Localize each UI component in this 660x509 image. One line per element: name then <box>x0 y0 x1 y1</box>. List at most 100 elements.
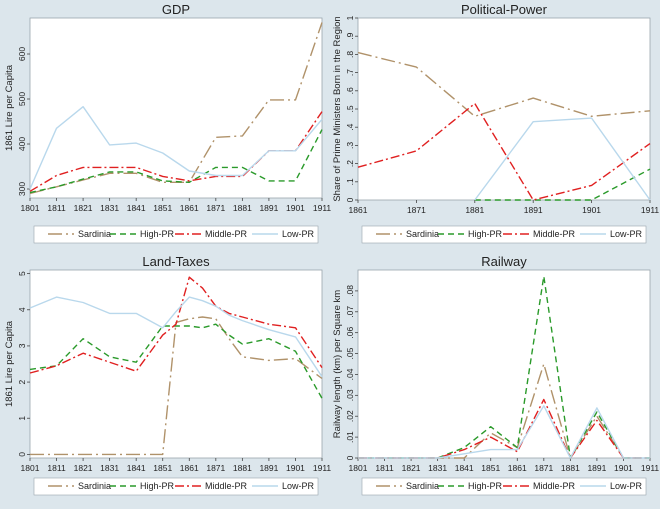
y-tick-label: 4 <box>17 307 27 312</box>
y-tick-label: .4 <box>345 123 355 130</box>
legend-label: Sardinia <box>406 229 439 239</box>
x-tick-label: 1841 <box>455 463 474 473</box>
legend-label: Sardinia <box>78 229 111 239</box>
legend-label: Low-PR <box>282 229 315 239</box>
chart-title: GDP <box>162 2 190 17</box>
y-tick-label: .01 <box>345 431 355 443</box>
legend-label: Middle-PR <box>205 229 248 239</box>
x-tick-label: 1891 <box>524 205 543 215</box>
y-tick-label: .9 <box>345 32 355 39</box>
x-tick-label: 1901 <box>286 463 305 473</box>
x-tick-label: 1911 <box>313 203 332 213</box>
chart-title: Political-Power <box>461 2 548 17</box>
y-tick-label: .02 <box>345 410 355 422</box>
series-line-middle-pr <box>357 102 651 201</box>
y-tick-label: .06 <box>345 326 355 338</box>
chart-title: Land-Taxes <box>142 254 210 269</box>
y-tick-label: 0 <box>345 197 355 202</box>
y-tick-label: .5 <box>345 105 355 112</box>
x-tick-label: 1851 <box>153 463 172 473</box>
x-tick-label: 1881 <box>233 463 252 473</box>
y-tick-label: .2 <box>345 160 355 167</box>
series-line-high-pr <box>29 129 323 194</box>
chart-title: Railway <box>481 254 527 269</box>
x-tick-label: 1871 <box>206 203 225 213</box>
x-tick-label: 1881 <box>233 203 252 213</box>
x-tick-label: 1871 <box>206 463 225 473</box>
y-tick-label: 2 <box>17 379 27 384</box>
legend-label: High-PR <box>140 481 175 491</box>
y-axis-label: Share of Prime Ministers Born in the Reg… <box>332 16 343 201</box>
x-tick-label: 1891 <box>587 463 606 473</box>
legend-label: Low-PR <box>610 481 643 491</box>
y-tick-label: 600 <box>17 47 27 61</box>
legend-label: High-PR <box>468 481 503 491</box>
series-line-low-pr <box>29 296 323 378</box>
x-tick-label: 1911 <box>313 463 332 473</box>
plot-area <box>357 269 651 459</box>
x-tick-label: 1891 <box>259 463 278 473</box>
x-tick-label: 1861 <box>349 205 368 215</box>
legend-label: Sardinia <box>78 481 111 491</box>
x-tick-label: 1831 <box>100 203 119 213</box>
series-line-sardinia <box>357 51 651 117</box>
x-tick-label: 1801 <box>349 463 368 473</box>
y-tick-label: .3 <box>345 142 355 149</box>
legend-label: Low-PR <box>282 481 315 491</box>
series-line-low-pr <box>29 106 323 190</box>
series-line-middle-pr <box>29 276 323 374</box>
series-line-sardinia <box>30 316 323 456</box>
y-axis-label: Railway length (km) per Square km <box>332 290 343 438</box>
legend-label: Middle-PR <box>533 481 576 491</box>
x-tick-label: 1861 <box>508 463 527 473</box>
x-tick-label: 1831 <box>428 463 447 473</box>
x-tick-label: 1811 <box>47 203 66 213</box>
legend-label: Middle-PR <box>205 481 248 491</box>
x-tick-label: 1801 <box>21 203 40 213</box>
y-tick-label: .08 <box>345 285 355 297</box>
x-tick-label: 1891 <box>259 203 278 213</box>
series-line-low-pr <box>474 117 651 201</box>
x-tick-label: 1821 <box>402 463 421 473</box>
x-tick-label: 1881 <box>465 205 484 215</box>
x-tick-label: 1871 <box>407 205 426 215</box>
x-tick-label: 1811 <box>47 463 66 473</box>
y-tick-label: .6 <box>345 87 355 94</box>
x-tick-label: 1821 <box>74 203 93 213</box>
y-tick-label: 400 <box>17 137 27 151</box>
chart-panel-1: GDP 1861 Lire per Capita 300 400 500 600 1801 1… <box>4 2 332 244</box>
y-tick-label: .05 <box>345 347 355 359</box>
series-line-high-pr <box>358 275 650 459</box>
x-tick-label: 1881 <box>561 463 580 473</box>
x-tick-label: 1831 <box>100 463 119 473</box>
y-tick-label: .04 <box>345 368 355 380</box>
plot-area <box>29 17 323 199</box>
y-tick-label: 0 <box>17 452 27 457</box>
legend: Sardinia High-PR Middle-PR Low-PR <box>33 477 319 496</box>
x-tick-label: 1851 <box>153 203 172 213</box>
series-line-middle-pr <box>358 398 650 459</box>
y-tick-label: 500 <box>17 92 27 106</box>
series-line-low-pr <box>358 405 650 459</box>
x-tick-label: 1911 <box>641 205 660 215</box>
x-tick-label: 1901 <box>582 205 601 215</box>
legend-label: High-PR <box>468 229 503 239</box>
legend: Sardinia High-PR Middle-PR Low-PR <box>361 477 647 496</box>
legend-label: High-PR <box>140 229 175 239</box>
y-axis-label: 1861 Lire per Capita <box>4 320 15 407</box>
y-tick-label: 5 <box>17 271 27 276</box>
y-tick-label: .7 <box>345 69 355 76</box>
y-tick-label: 300 <box>17 182 27 196</box>
series-line-high-pr <box>29 323 323 399</box>
x-tick-label: 1801 <box>21 463 40 473</box>
chart-panel-4: Railway Railway length (km) per Square km… <box>332 254 659 496</box>
x-tick-label: 1841 <box>127 463 146 473</box>
legend: Sardinia High-PR Middle-PR Low-PR <box>361 225 647 244</box>
y-tick-label: .03 <box>345 389 355 401</box>
x-tick-label: 1871 <box>534 463 553 473</box>
y-tick-label: 1 <box>17 416 27 421</box>
chart-panel-2: Political-Power Share of Prime Ministers … <box>332 2 660 244</box>
legend-label: Low-PR <box>610 229 643 239</box>
